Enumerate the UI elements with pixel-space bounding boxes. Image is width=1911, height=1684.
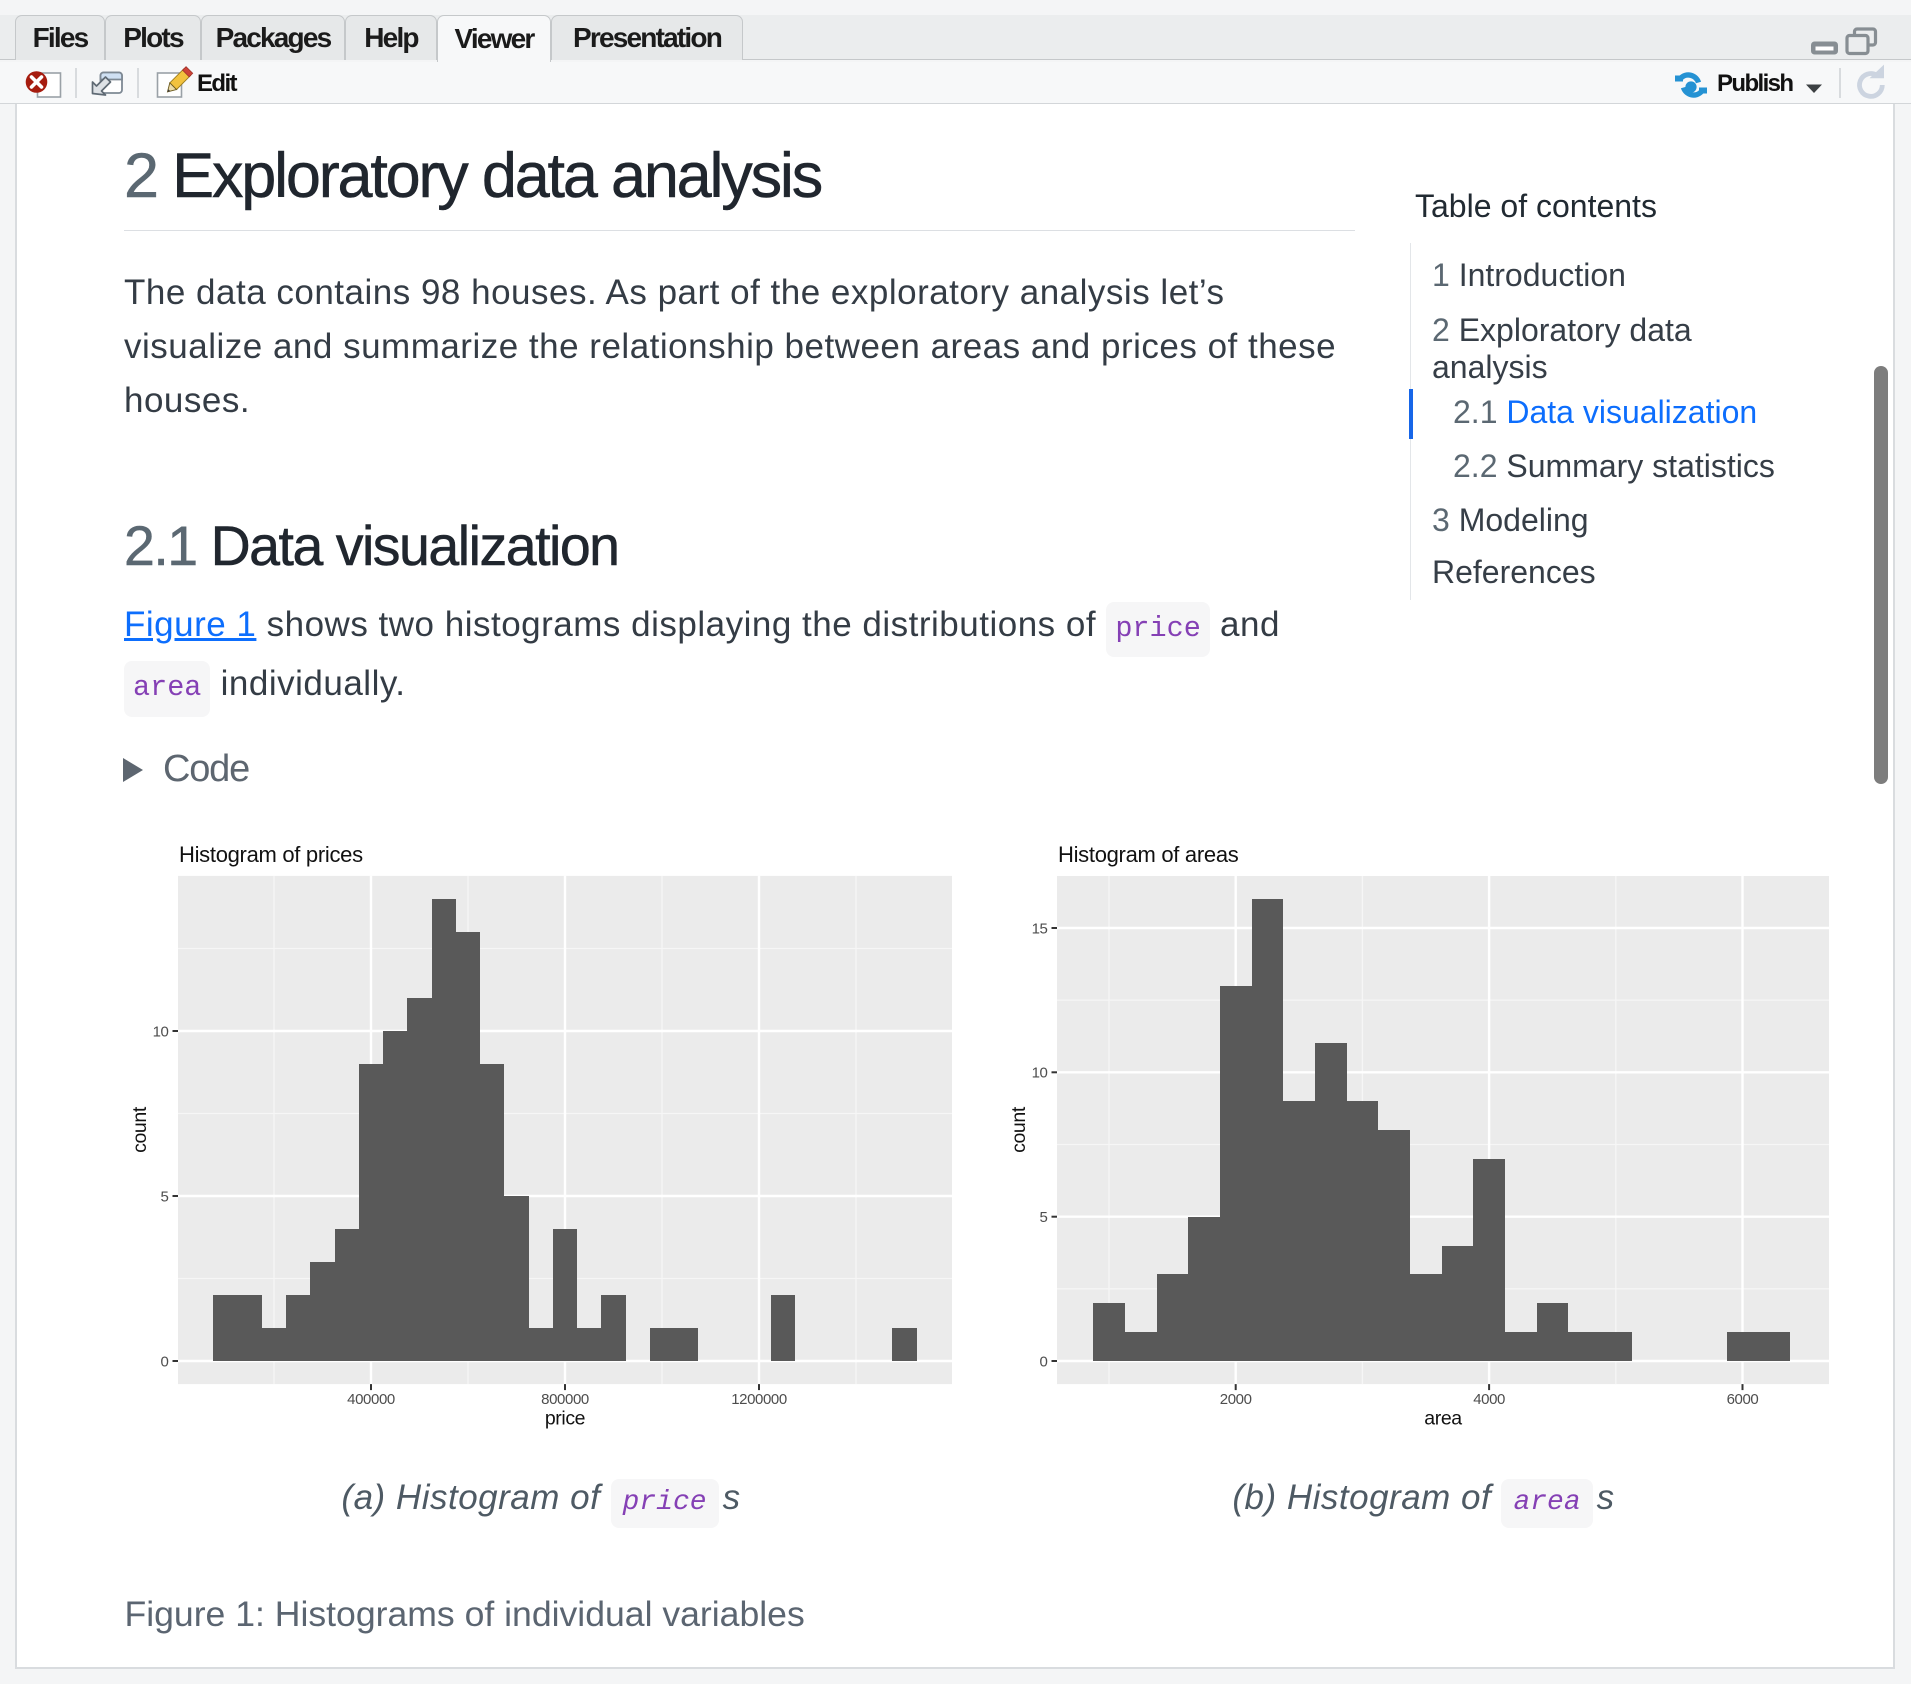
svg-text:10: 10 — [153, 1023, 169, 1040]
svg-text:6000: 6000 — [1727, 1391, 1759, 1408]
svg-text:5: 5 — [161, 1188, 169, 1205]
svg-text:count: count — [1008, 1106, 1030, 1153]
svg-text:Histogram of areas: Histogram of areas — [1058, 842, 1239, 867]
svg-text:Histogram of prices: Histogram of prices — [179, 842, 363, 867]
svg-text:Edit: Edit — [197, 70, 238, 97]
svg-text:1200000: 1200000 — [731, 1391, 787, 1408]
svg-text:price: price — [545, 1408, 585, 1430]
svg-text:4000: 4000 — [1473, 1391, 1505, 1408]
svg-text:0: 0 — [1040, 1353, 1048, 1370]
svg-text:400000: 400000 — [347, 1391, 395, 1408]
svg-text:5: 5 — [1040, 1209, 1048, 1226]
svg-text:2000: 2000 — [1220, 1391, 1252, 1408]
svg-text:Publish: Publish — [1717, 70, 1793, 97]
svg-text:800000: 800000 — [541, 1391, 589, 1408]
svg-text:15: 15 — [1032, 920, 1048, 937]
svg-text:count: count — [129, 1106, 151, 1153]
svg-text:area: area — [1424, 1408, 1462, 1430]
svg-text:10: 10 — [1032, 1065, 1048, 1082]
svg-text:0: 0 — [161, 1353, 169, 1370]
